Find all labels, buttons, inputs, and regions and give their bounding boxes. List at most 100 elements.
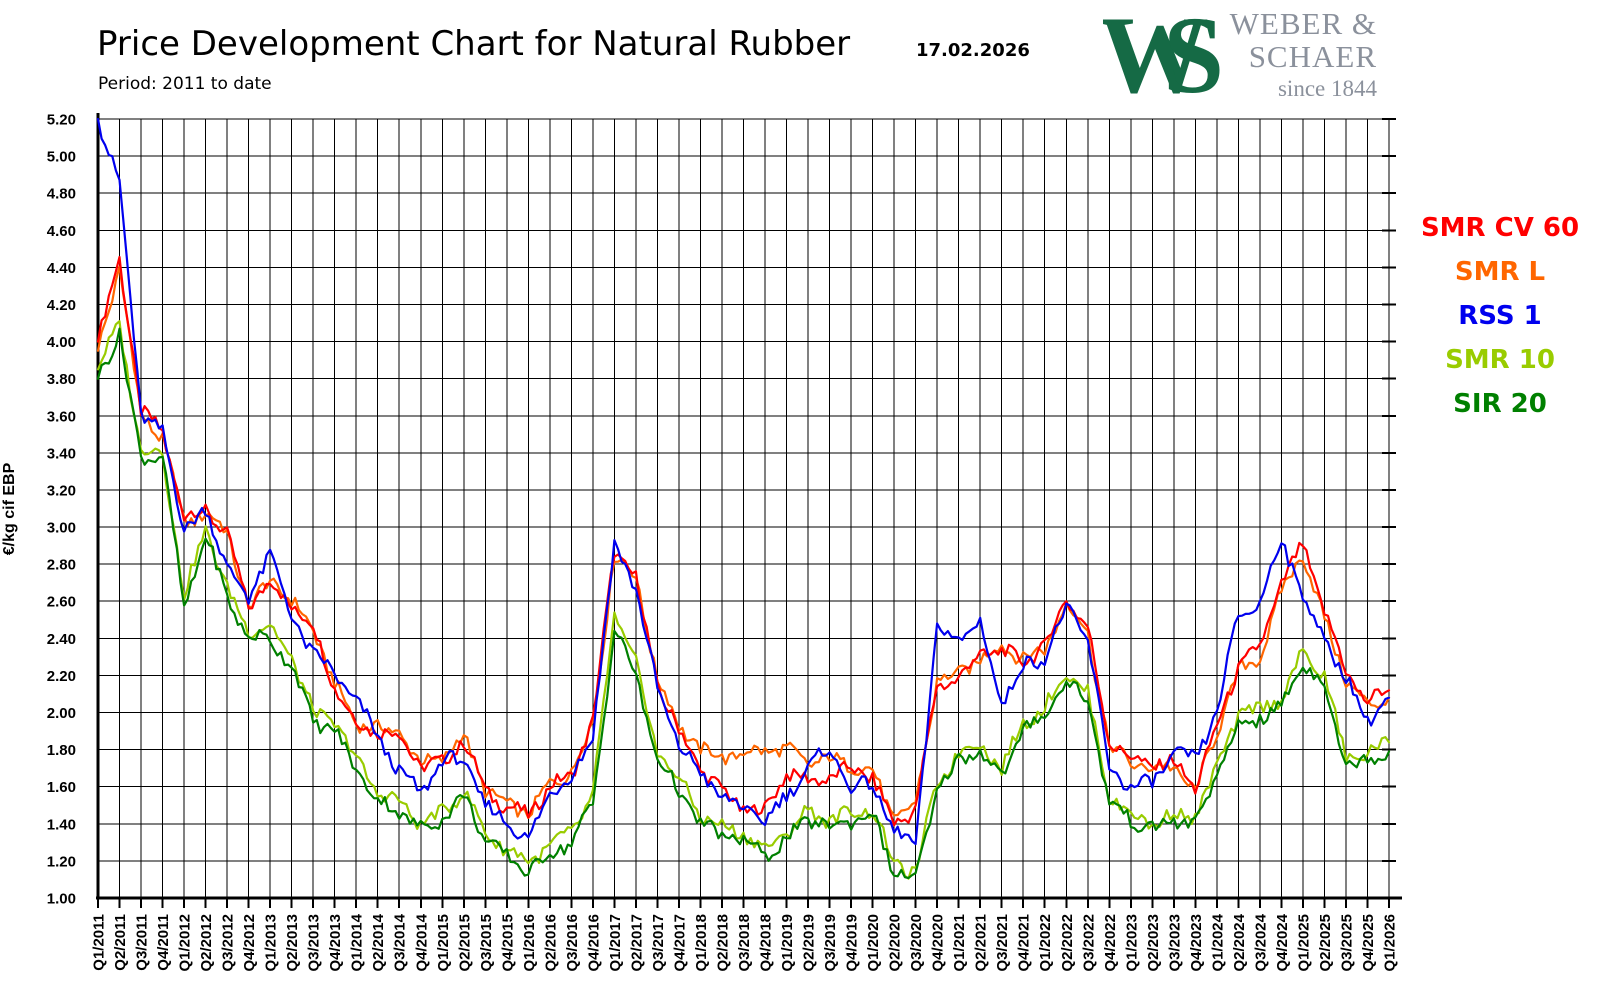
y-tick-label: 5.00 [47,149,76,166]
y-tick-label: 4.00 [47,334,76,351]
x-tick-label: Q3/2022 [1080,914,1097,972]
x-tick-label: Q4/2016 [585,914,602,972]
legend-item-sir-20: SIR 20 [1453,389,1547,419]
y-tick-label: 1.60 [47,779,76,796]
y-tick-label: 1.20 [47,853,76,870]
x-tick-label: Q4/2015 [499,914,516,972]
y-tick-label: 2.60 [47,594,76,611]
y-tick-label: 1.00 [47,891,76,908]
x-tick-label: Q3/2018 [736,914,753,972]
y-tick-label: 3.40 [47,445,76,462]
y-tick-label: 3.60 [47,408,76,425]
x-tick-label: Q4/2018 [758,914,775,972]
x-tick-label: Q4/2013 [327,914,344,972]
x-tick-label: Q4/2014 [413,913,430,971]
x-tick-label: Q3/2016 [564,914,581,972]
y-tick-label: 1.80 [47,742,76,759]
x-tick-label: Q2/2015 [456,914,473,972]
y-tick-label: 4.20 [47,297,76,314]
x-tick-label: Q1/2017 [607,914,624,972]
x-tick-label: Q2/2013 [284,914,301,972]
ws-monogram-icon: W S [1103,2,1224,106]
legend-item-rss-1: RSS 1 [1458,301,1542,331]
logo: W S WEBER & SCHAER since 1844 [1103,2,1377,106]
x-tick-label: Q1/2013 [263,914,280,972]
x-tick-label: Q2/2016 [542,914,559,972]
report-date: 17.02.2026 [916,40,1030,61]
x-tick-label: Q1/2023 [1123,914,1140,972]
x-tick-label: Q1/2024 [1209,913,1226,971]
y-tick-label: 4.40 [47,260,76,277]
x-tick-label: Q3/2021 [994,914,1011,972]
x-tick-label: Q3/2013 [306,914,323,972]
y-tick-label: 2.20 [47,668,76,685]
y-tick-label: 3.00 [47,520,76,537]
x-tick-label: Q1/2018 [693,914,710,972]
x-tick-label: Q1/2025 [1295,914,1312,972]
grid [97,118,1396,899]
x-tick-label: Q3/2024 [1252,913,1269,971]
x-tick-label: Q1/2011 [91,914,108,971]
x-tick-label: Q1/2012 [177,914,194,972]
x-tick-label: Q4/2020 [930,914,947,972]
y-tick-label: 2.80 [47,557,76,574]
x-tick-label: Q4/2019 [844,914,861,972]
y-tick-label: 5.20 [47,112,76,129]
logo-since-line: since 1844 [1277,76,1377,102]
monogram-s: S [1163,2,1224,106]
series-line-sir-20 [96,327,1391,880]
x-tick-label: Q3/2025 [1339,914,1356,972]
x-tick-label: Q2/2011 [112,914,129,971]
logo-text: WEBER & SCHAER since 1844 [1227,2,1377,101]
x-tick-label: Q1/2026 [1382,914,1399,972]
x-tick-label: Q3/2019 [822,914,839,972]
y-tick-label: 2.40 [47,631,76,648]
x-tick-label: Q2/2019 [801,914,818,972]
chart-legend: SMR CV 60 SMR L RSS 1 SMR 10 SIR 20 [1398,206,1600,426]
page-subtitle: Period: 2011 to date [98,74,272,94]
x-tick-label: Q2/2022 [1059,914,1076,972]
x-tick-label: Q3/2014 [392,913,409,971]
x-axis-labels: Q1/2011 Q2/2011 Q3/2011 Q4/2011 Q1/2012 Q2/20… [91,913,1399,971]
y-tick-label: 4.60 [47,223,76,240]
x-tick-label: Q3/2017 [650,914,667,972]
x-tick-label: Q1/2015 [435,914,452,972]
x-tick-label: Q1/2016 [521,914,538,972]
y-axis-labels: 1.00 1.20 1.40 1.60 1.80 2.00 2.20 2.40 2.60 2.80… [47,112,76,908]
x-tick-label: Q4/2011 [155,914,172,971]
legend-item-smr-10: SMR 10 [1445,345,1555,375]
x-tick-label: Q2/2017 [628,914,645,972]
page-title: Price Development Chart for Natural Rubb… [97,24,851,64]
y-tick-label: 4.80 [47,186,76,203]
x-tick-label: Q2/2021 [973,914,990,972]
x-tick-label: Q1/2021 [951,914,968,972]
x-tick-label: Q1/2022 [1037,914,1054,972]
x-tick-label: Q2/2023 [1145,914,1162,972]
x-tick-label: Q4/2023 [1188,914,1205,972]
x-tick-label: Q3/2020 [908,914,925,972]
x-tick-label: Q1/2020 [865,914,882,972]
y-tick-label: 1.40 [47,816,76,833]
y-tick-label: 3.20 [47,483,76,500]
x-tick-label: Q4/2024 [1274,913,1291,971]
logo-weber-line: WEBER & [1229,6,1377,41]
monogram-w: W [1103,2,1209,106]
x-tick-label: Q2/2018 [715,914,732,972]
x-tick-label: Q3/2012 [220,914,237,972]
y-tick-label: 2.00 [47,705,76,722]
y-tick-label: 3.80 [47,371,76,388]
legend-item-smr-l: SMR L [1454,257,1546,287]
x-tick-label: Q1/2019 [779,914,796,972]
x-tick-label: Q4/2025 [1360,914,1377,972]
x-tick-label: Q2/2024 [1231,913,1248,971]
x-tick-label: Q2/2025 [1317,914,1334,972]
x-tick-label: Q3/2015 [478,914,495,972]
series-line-smr-cv-60 [96,255,1391,827]
series-line-rss-1 [96,117,1391,846]
axes [96,113,1402,908]
x-tick-label: Q3/2023 [1166,914,1183,972]
x-tick-label: Q2/2014 [370,913,387,971]
x-tick-label: Q3/2011 [134,914,151,971]
